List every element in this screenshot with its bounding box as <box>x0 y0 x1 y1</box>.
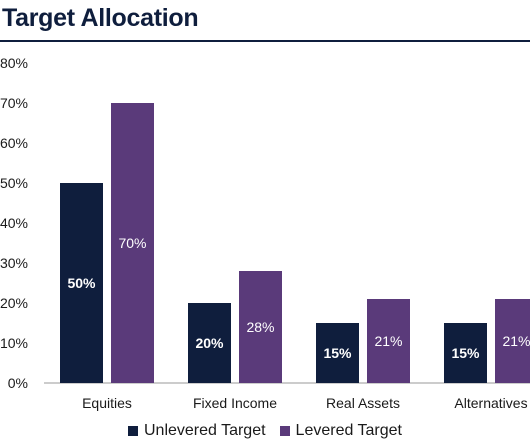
data-label-unlevered-target: 20% <box>195 335 224 351</box>
y-tick-label: 50% <box>0 175 28 191</box>
legend-label-unlevered: Unlevered Target <box>143 422 266 439</box>
y-axis-ticks: 0% 10% 20% 30% 40% 50% 60% 70% 80% <box>0 55 28 391</box>
bar-unlevered-target <box>316 323 359 383</box>
x-category-label: Fixed Income <box>193 395 277 411</box>
bar-unlevered-target <box>188 303 231 383</box>
y-tick-label: 20% <box>0 295 28 311</box>
y-tick-label: 0% <box>8 375 28 391</box>
y-tick-label: 30% <box>0 255 28 271</box>
x-axis-labels: Equities Fixed Income Real Assets Alternati… <box>82 395 527 411</box>
legend-item-levered: Levered Target <box>279 422 402 440</box>
legend-item-unlevered: Unlevered Target <box>127 422 266 440</box>
chart-title: Target Allocation <box>2 4 199 32</box>
data-label-levered-target: 28% <box>246 319 274 335</box>
bar-levered-target <box>111 103 154 383</box>
legend-label-levered: Levered Target <box>295 422 402 439</box>
y-tick-label: 80% <box>0 55 28 71</box>
y-tick-label: 40% <box>0 215 28 231</box>
data-label-unlevered-target: 50% <box>67 275 96 291</box>
y-tick-label: 10% <box>0 335 28 351</box>
legend-swatch-levered <box>279 426 290 436</box>
x-category-label: Real Assets <box>326 395 400 411</box>
bar-levered-target <box>367 299 410 383</box>
x-category-label: Equities <box>82 395 132 411</box>
data-label-unlevered-target: 15% <box>323 345 352 361</box>
data-label-levered-target: 21% <box>502 333 530 349</box>
y-tick-label: 70% <box>0 95 28 111</box>
bar-unlevered-target <box>60 183 103 383</box>
title-underline <box>0 40 530 42</box>
data-label-levered-target: 21% <box>374 333 402 349</box>
bar-group: 50% 70% 20% 28% 15% 21% 15% 21% <box>60 103 530 383</box>
chart-legend: Unlevered Target Levered Target <box>0 422 530 440</box>
data-label-unlevered-target: 15% <box>451 345 480 361</box>
legend-swatch-unlevered <box>127 426 138 436</box>
bar-levered-target <box>495 299 530 383</box>
y-tick-label: 60% <box>0 135 28 151</box>
bar-levered-target <box>239 271 282 383</box>
data-label-levered-target: 70% <box>118 235 146 251</box>
x-category-label: Alternatives <box>454 395 527 411</box>
bar-unlevered-target <box>444 323 487 383</box>
